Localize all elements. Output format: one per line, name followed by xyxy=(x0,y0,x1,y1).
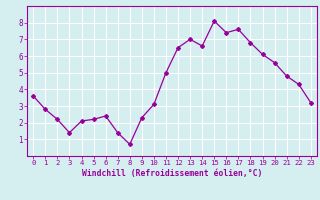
X-axis label: Windchill (Refroidissement éolien,°C): Windchill (Refroidissement éolien,°C) xyxy=(82,169,262,178)
